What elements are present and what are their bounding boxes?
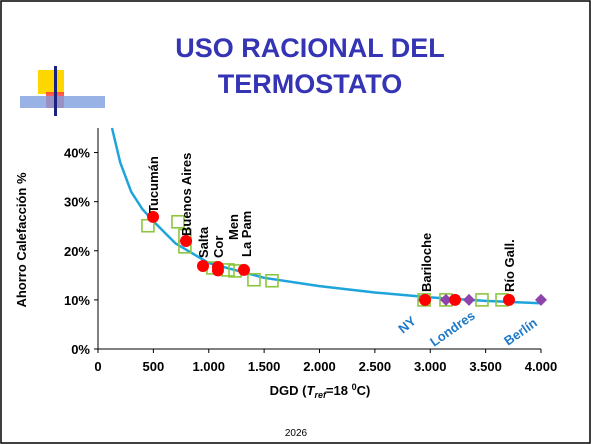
square-marker: [265, 273, 279, 288]
x-tick-label: 1.500: [248, 359, 281, 374]
x-tick-label: 3.000: [414, 359, 447, 374]
y-tick-label: 40%: [64, 146, 90, 161]
x-tick-label: 3.500: [469, 359, 502, 374]
footer: 2026: [285, 428, 308, 439]
x-label-part: =18: [326, 383, 352, 398]
circle-marker: [147, 210, 160, 223]
x-label-part: T: [306, 383, 315, 398]
square-marker: [475, 293, 489, 307]
x-label-part: ref: [314, 390, 327, 400]
circle-marker: [237, 263, 250, 276]
title: TERMOSTATO: [218, 69, 403, 99]
circle-marker: [211, 264, 224, 277]
x-tick-label: 2.000: [303, 359, 336, 374]
circle-marker: [502, 293, 515, 306]
circle-marker: [196, 260, 209, 273]
annotation: Men: [226, 214, 241, 240]
x-axis-label: DGD (Tref=18 0C): [270, 382, 371, 400]
y-tick-label: 10%: [64, 293, 90, 308]
logo: [20, 66, 105, 116]
square-marker: [247, 272, 261, 287]
y-tick-label: 30%: [64, 195, 90, 210]
annotation: Cor: [211, 236, 226, 258]
x-label-part: 0: [352, 382, 357, 392]
logo-square: [38, 70, 64, 94]
annotation: La Pam: [239, 211, 254, 257]
x-tick-label: 500: [143, 359, 165, 374]
diamond-marker: [463, 293, 476, 306]
title: USO RACIONAL DEL: [175, 33, 445, 63]
diamond-marker: [535, 293, 547, 306]
circle-marker: [180, 234, 193, 247]
annotation: Tucumán: [146, 156, 161, 213]
circle-marker: [419, 293, 432, 306]
annotation: Bariloche: [419, 233, 434, 292]
y-tick-label: 0%: [71, 342, 90, 357]
y-tick-label: 20%: [64, 244, 90, 259]
diamond-marker: [439, 293, 452, 306]
y-axis-label: Ahorro Calefacción %: [14, 172, 29, 308]
circle-marker: [449, 293, 462, 306]
x-label-part: C): [357, 383, 371, 398]
x-label-part: DGD (: [270, 383, 308, 398]
annotation: Río Gall.: [502, 239, 517, 292]
x-tick-label: 0: [94, 359, 101, 374]
annotation: Buenos Aires: [179, 153, 194, 236]
x-tick-label: 2.500: [359, 359, 392, 374]
x-tick-label: 1.000: [192, 359, 225, 374]
annotation: Salta: [196, 226, 211, 258]
plot: 0% 10% 20% 30% 40% 0 500 1.000 1.500 2.000 2.500 3.…: [64, 127, 558, 374]
logo-bar: [20, 96, 105, 108]
logo-line: [54, 66, 57, 116]
x-tick-label: 4.000: [525, 359, 558, 374]
square-marker: [171, 215, 185, 229]
